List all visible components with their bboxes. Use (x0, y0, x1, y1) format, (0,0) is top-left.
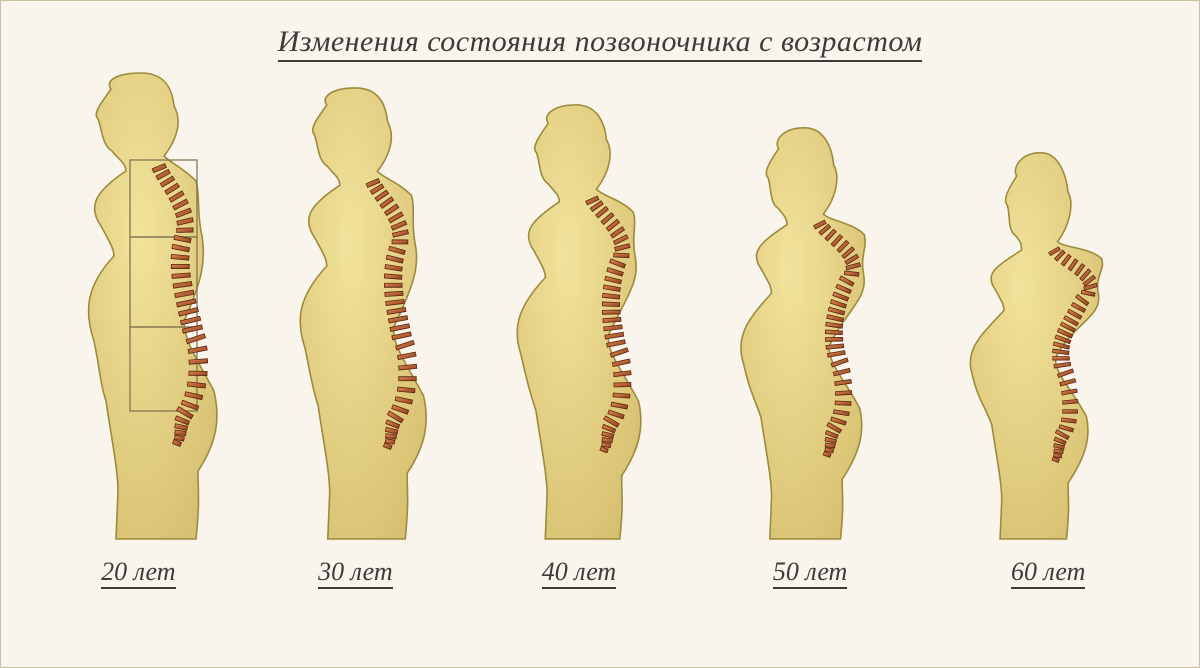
age-label: 20 лет (101, 557, 175, 589)
body-silhouette (517, 105, 641, 539)
age-caption: 40 лет (542, 557, 616, 587)
diagram-title: Изменения состояния позвоночника с возра… (1, 25, 1199, 59)
silhouette-figure (708, 126, 913, 541)
body-silhouette (301, 88, 427, 539)
age-figure: 30 лет (260, 86, 450, 587)
age-figure: 60 лет (942, 151, 1154, 587)
body-silhouette (970, 153, 1102, 539)
age-caption: 30 лет (318, 557, 392, 587)
age-label: 50 лет (773, 557, 847, 589)
silhouette-figure (46, 71, 231, 541)
body-silhouette (740, 128, 864, 539)
body-silhouette (88, 73, 216, 539)
age-label: 30 лет (318, 557, 392, 589)
silhouette-figure (260, 86, 450, 541)
age-figure: 20 лет (46, 71, 231, 587)
silhouette-figure (480, 103, 678, 541)
age-caption: 50 лет (773, 557, 847, 587)
diagram-title-text: Изменения состояния позвоночника с возра… (278, 25, 923, 62)
age-label: 40 лет (542, 557, 616, 589)
age-label: 60 лет (1011, 557, 1085, 589)
age-figure: 40 лет (480, 103, 678, 587)
age-figure: 50 лет (708, 126, 913, 587)
age-caption: 20 лет (101, 557, 175, 587)
figure-row: 20 лет 30 лет (1, 67, 1199, 587)
age-caption: 60 лет (1011, 557, 1085, 587)
silhouette-figure (942, 151, 1154, 541)
